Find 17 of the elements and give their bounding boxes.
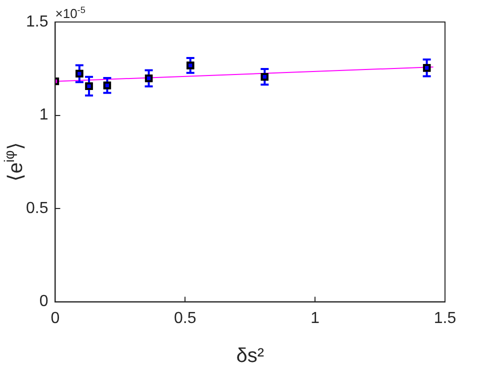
- point: [144, 74, 153, 82]
- point: [260, 73, 268, 81]
- y-tick-label: 1.5: [26, 13, 48, 30]
- x-axis-title: δs²: [236, 345, 264, 367]
- point: [103, 82, 112, 90]
- x-tick-label: 1.5: [434, 310, 456, 327]
- x-tick-label: 0.5: [174, 310, 196, 327]
- point: [85, 82, 93, 90]
- y-tick-label: 0: [39, 293, 48, 310]
- y-axis-title: ⟨eiφ⟩: [1, 142, 27, 182]
- point: [186, 62, 194, 70]
- x-tick-label: 1: [310, 310, 320, 327]
- point: [76, 70, 84, 78]
- y-tick-label: 0.5: [26, 200, 48, 217]
- x-tick-label: 0: [50, 310, 60, 327]
- y-tick-label: 1: [39, 106, 48, 124]
- point: [422, 64, 431, 72]
